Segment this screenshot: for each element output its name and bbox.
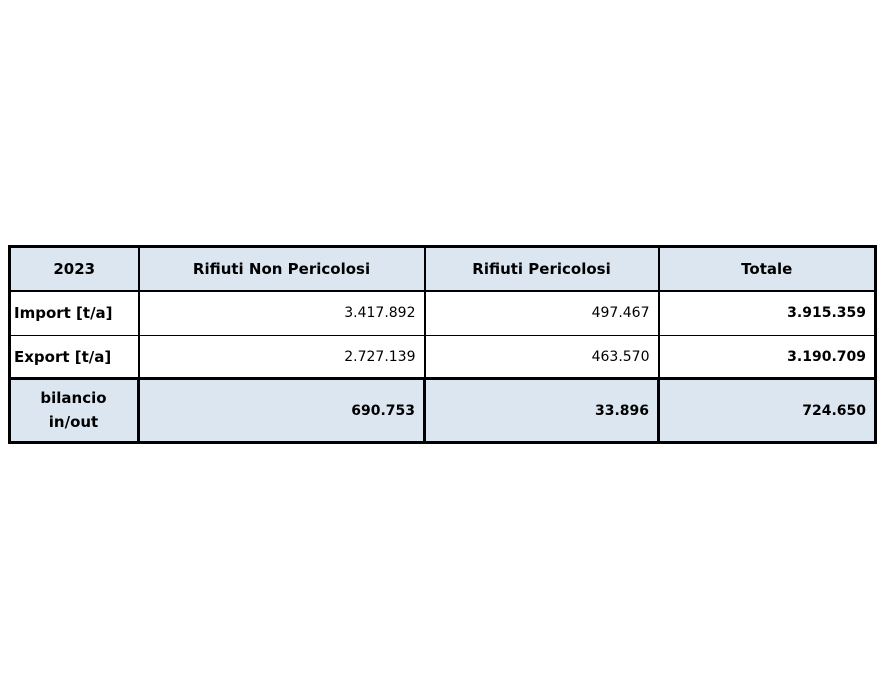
table-row-balance: bilancio in/out 690.753 33.896 724.650	[8, 377, 877, 444]
header-cell-year: 2023	[8, 245, 140, 292]
row-label-balance: bilancio in/out	[8, 377, 140, 444]
header-cell-total: Totale	[657, 245, 877, 292]
import-hazardous-value: 497.467	[423, 289, 660, 336]
balance-total-value: 724.650	[657, 377, 877, 444]
balance-non-hazardous-value: 690.753	[137, 377, 426, 444]
header-cell-non-hazardous: Rifiuti Non Pericolosi	[137, 245, 426, 292]
waste-balance-table-wrap: 2023 Rifiuti Non Pericolosi Rifiuti Peri…	[8, 245, 877, 444]
header-cell-hazardous: Rifiuti Pericolosi	[423, 245, 660, 292]
row-label-import: Import [t/a]	[8, 289, 140, 336]
export-hazardous-value: 463.570	[423, 335, 660, 380]
row-label-export: Export [t/a]	[8, 335, 140, 380]
table-row-import: Import [t/a] 3.417.892 497.467 3.915.359	[8, 289, 877, 336]
table-row-export: Export [t/a] 2.727.139 463.570 3.190.709	[8, 335, 877, 380]
export-total-value: 3.190.709	[657, 335, 877, 380]
import-non-hazardous-value: 3.417.892	[137, 289, 426, 336]
waste-import-export-table: 2023 Rifiuti Non Pericolosi Rifiuti Peri…	[8, 245, 877, 444]
export-non-hazardous-value: 2.727.139	[137, 335, 426, 380]
balance-hazardous-value: 33.896	[423, 377, 660, 444]
header-row: 2023 Rifiuti Non Pericolosi Rifiuti Peri…	[8, 245, 877, 292]
import-total-value: 3.915.359	[657, 289, 877, 336]
